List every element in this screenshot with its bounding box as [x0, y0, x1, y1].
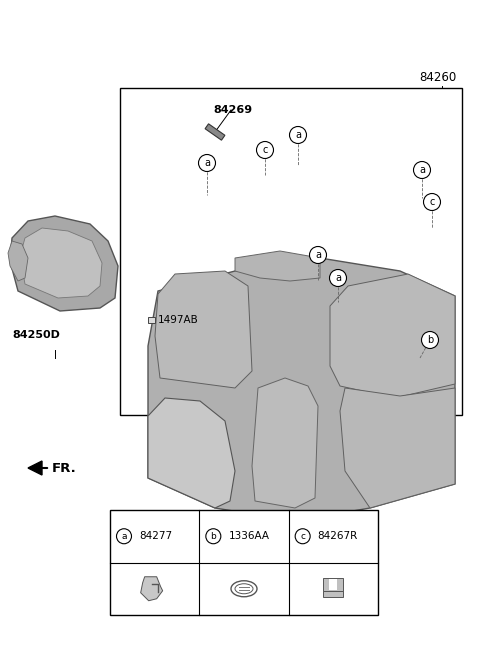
Bar [329, 579, 337, 590]
Polygon shape [155, 271, 252, 388]
Text: 84250D: 84250D [12, 330, 60, 340]
Text: c: c [262, 145, 268, 155]
Bar [120, 88, 462, 415]
Polygon shape [8, 241, 28, 281]
Circle shape [413, 161, 431, 178]
Text: c: c [300, 532, 305, 541]
Polygon shape [148, 258, 455, 521]
Text: 84277: 84277 [139, 531, 172, 541]
Bar [110, 510, 378, 615]
Polygon shape [141, 577, 163, 601]
Polygon shape [252, 378, 318, 508]
Polygon shape [235, 251, 320, 281]
Circle shape [117, 529, 132, 544]
Bar [148, 317, 155, 323]
Text: b: b [210, 532, 216, 541]
Polygon shape [28, 461, 42, 475]
Circle shape [199, 155, 216, 171]
Text: a: a [315, 250, 321, 260]
Text: b: b [427, 335, 433, 345]
Circle shape [423, 194, 441, 211]
Polygon shape [10, 216, 118, 311]
Circle shape [256, 142, 274, 159]
Circle shape [310, 247, 326, 264]
Text: 1497AB: 1497AB [158, 315, 199, 325]
Text: a: a [335, 273, 341, 283]
Ellipse shape [235, 584, 253, 594]
Circle shape [289, 127, 307, 144]
Text: a: a [295, 130, 301, 140]
Text: FR.: FR. [52, 462, 77, 474]
Polygon shape [20, 228, 102, 298]
Circle shape [206, 529, 221, 544]
Text: c: c [429, 197, 435, 207]
Polygon shape [148, 398, 235, 508]
Text: 84269: 84269 [213, 105, 252, 115]
Circle shape [329, 270, 347, 287]
Circle shape [421, 331, 439, 348]
Text: a: a [419, 165, 425, 175]
Polygon shape [340, 388, 455, 508]
Text: 84267R: 84267R [318, 531, 358, 541]
Text: 84260: 84260 [420, 71, 457, 84]
Circle shape [295, 529, 310, 544]
Text: a: a [121, 532, 127, 541]
Polygon shape [330, 274, 455, 398]
Text: a: a [204, 158, 210, 168]
Text: 1336AA: 1336AA [228, 531, 269, 541]
Ellipse shape [231, 581, 257, 597]
Bar [324, 578, 343, 591]
Polygon shape [205, 124, 225, 140]
Bar [324, 591, 343, 597]
